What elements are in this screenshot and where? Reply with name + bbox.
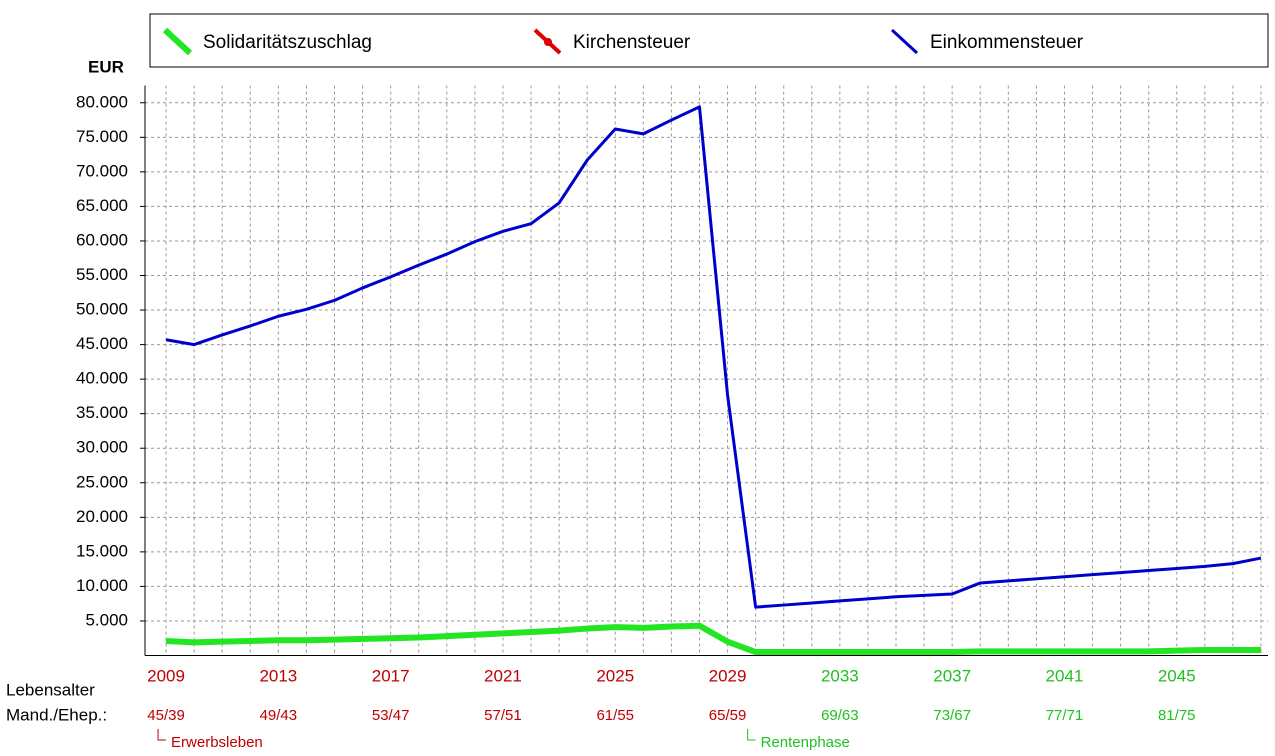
y-tick-label: 60.000 bbox=[76, 230, 128, 249]
y-tick-label: 45.000 bbox=[76, 334, 128, 353]
y-tick-label: 65.000 bbox=[76, 196, 128, 215]
age-label: 57/51 bbox=[484, 707, 522, 724]
age-label: 65/59 bbox=[709, 707, 747, 724]
y-tick-label: 25.000 bbox=[76, 472, 128, 491]
y-tick-label: 30.000 bbox=[76, 438, 128, 457]
x-tick-label: 2017 bbox=[372, 666, 410, 685]
y-tick-label: 75.000 bbox=[76, 127, 128, 146]
x-tick-label: 2025 bbox=[596, 666, 634, 685]
x-tick-label: 2009 bbox=[147, 666, 185, 685]
age-label: 69/63 bbox=[821, 707, 859, 724]
y-tick-label: 70.000 bbox=[76, 161, 128, 180]
x-tick-label: 2033 bbox=[821, 666, 859, 685]
y-tick-label: 40.000 bbox=[76, 369, 128, 388]
legend-box bbox=[149, 13, 1269, 68]
y-tick-label: 35.000 bbox=[76, 403, 128, 422]
age-label: 77/71 bbox=[1046, 707, 1084, 724]
age-label: 61/55 bbox=[596, 707, 634, 724]
x-tick-label: 2021 bbox=[484, 666, 522, 685]
legend-label: Einkommensteuer bbox=[930, 32, 1084, 53]
age-label: 49/43 bbox=[260, 707, 298, 724]
annotation-bracket bbox=[157, 729, 167, 741]
age-title: Lebensalter bbox=[6, 680, 95, 699]
annotation: Erwerbsleben bbox=[171, 734, 263, 751]
x-tick-label: 2037 bbox=[933, 666, 971, 685]
y-tick-label: 20.000 bbox=[76, 507, 128, 526]
y-tick-label: 15.000 bbox=[76, 541, 128, 560]
x-tick-label: 2041 bbox=[1046, 666, 1084, 685]
legend-icon bbox=[890, 28, 919, 55]
y-tick-label: 5.000 bbox=[85, 610, 128, 629]
legend-icon bbox=[162, 27, 193, 56]
y-unit: EUR bbox=[88, 57, 124, 76]
x-tick-label: 2045 bbox=[1158, 666, 1196, 685]
legend-label: Kirchensteuer bbox=[573, 32, 691, 53]
age-label: 53/47 bbox=[372, 707, 410, 724]
legend-marker bbox=[544, 38, 552, 46]
series-line bbox=[165, 105, 1262, 609]
age-label: 45/39 bbox=[147, 707, 185, 724]
annotation: Rentenphase bbox=[761, 734, 850, 751]
series-line bbox=[165, 622, 1261, 656]
age-label: 73/67 bbox=[933, 707, 971, 724]
legend-label: Solidaritätszuschlag bbox=[203, 32, 372, 53]
x-tick-label: 2029 bbox=[709, 666, 747, 685]
y-tick-label: 10.000 bbox=[76, 576, 128, 595]
x-tick-label: 2013 bbox=[259, 666, 297, 685]
y-tick-label: 55.000 bbox=[76, 265, 128, 284]
age-row-label: Mand./Ehep.: bbox=[6, 705, 107, 724]
y-tick-label: 80.000 bbox=[76, 92, 128, 111]
y-tick-label: 50.000 bbox=[76, 300, 128, 319]
annotation-bracket bbox=[747, 729, 756, 741]
age-label: 81/75 bbox=[1158, 707, 1196, 724]
